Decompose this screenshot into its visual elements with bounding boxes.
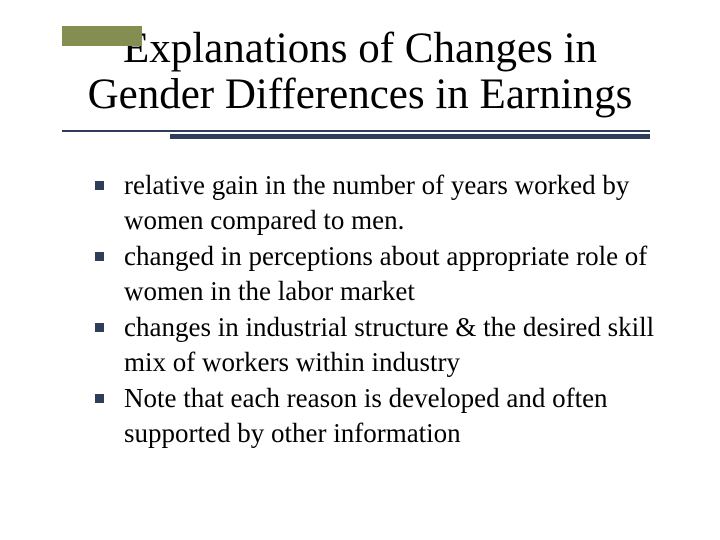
underline-thick — [170, 134, 650, 139]
list-item-text: relative gain in the number of years wor… — [124, 168, 660, 237]
accent-bar — [62, 26, 142, 46]
bullet-icon — [95, 181, 104, 190]
title-line-2: Gender Differences in Earnings — [88, 71, 633, 118]
title-area: Explanations of Changes in Gender Differ… — [0, 0, 720, 140]
list-item-text: changed in perceptions about appropriate… — [124, 239, 660, 308]
list-item: changes in industrial structure & the de… — [95, 310, 660, 379]
title-line-1: Explanations of Changes in — [123, 25, 597, 72]
body-area: relative gain in the number of years wor… — [0, 140, 720, 450]
list-item-text: changes in industrial structure & the de… — [124, 310, 660, 379]
list-item-text: Note that each reason is developed and o… — [124, 381, 660, 450]
underline-thin — [62, 130, 650, 132]
list-item: Note that each reason is developed and o… — [95, 381, 660, 450]
slide: { "colors": { "accent": "#848e51", "rule… — [0, 0, 720, 540]
bullet-icon — [95, 252, 104, 261]
bullet-icon — [95, 323, 104, 332]
title-underline — [0, 130, 720, 140]
list-item: relative gain in the number of years wor… — [95, 168, 660, 237]
bullet-icon — [95, 394, 104, 403]
list-item: changed in perceptions about appropriate… — [95, 239, 660, 308]
